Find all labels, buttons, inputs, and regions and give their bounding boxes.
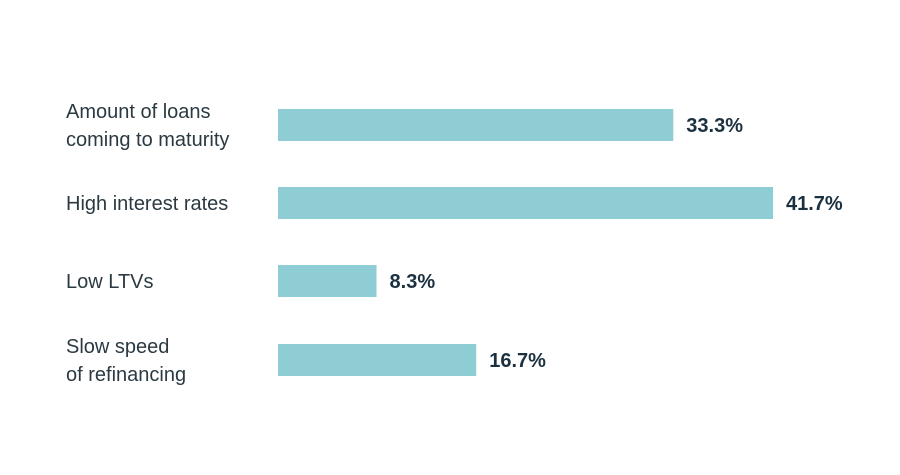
category-label: Amount of loans: [66, 101, 211, 123]
bar-2: [278, 265, 377, 297]
category-label: of refinancing: [66, 364, 186, 386]
bar-1: [278, 187, 773, 219]
data-label: 8.3%: [390, 271, 436, 293]
data-label: 41.7%: [786, 193, 843, 215]
data-label: 16.7%: [489, 350, 546, 372]
category-label: Slow speed: [66, 336, 169, 358]
bar-0: [278, 109, 674, 141]
bar-3: [278, 344, 477, 376]
data-label: 33.3%: [686, 115, 743, 137]
category-label: High interest rates: [66, 193, 228, 215]
category-label: Low LTVs: [66, 271, 153, 293]
category-label: coming to maturity: [66, 129, 229, 151]
